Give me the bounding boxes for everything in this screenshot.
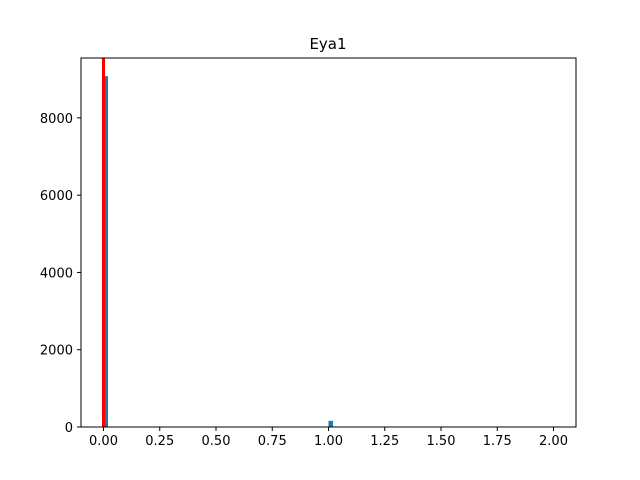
x-tick-label: 0.75 <box>258 434 287 449</box>
chart-title: Eya1 <box>309 35 346 53</box>
x-tick-label: 2.00 <box>539 434 568 449</box>
x-tick-label: 0.25 <box>145 434 174 449</box>
y-tick-label: 0 <box>65 421 73 436</box>
axes: 0.00 0.25 0.50 0.75 1.00 1.25 1.50 1.75 2.00 0 200… <box>40 57 577 449</box>
x-tick-label: 1.00 <box>314 434 343 449</box>
histogram-bar <box>328 420 333 427</box>
x-tick-label: 0.50 <box>202 434 231 449</box>
y-tick-label: 6000 <box>40 189 73 204</box>
y-tick-label: 2000 <box>40 344 73 359</box>
histogram-bar <box>103 76 108 427</box>
x-tick-label: 0.00 <box>89 434 118 449</box>
x-tick-label: 1.50 <box>427 434 456 449</box>
plot-area <box>102 58 333 427</box>
x-tick-label: 1.75 <box>483 434 512 449</box>
y-tick-label: 8000 <box>40 112 73 127</box>
x-tick-label: 1.25 <box>370 434 399 449</box>
y-tick-label: 4000 <box>40 266 73 281</box>
